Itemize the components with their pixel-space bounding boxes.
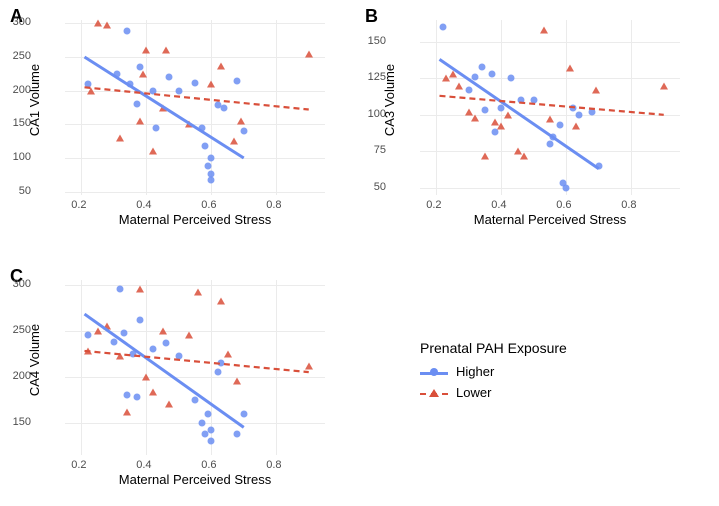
trend-higher xyxy=(85,57,244,158)
trend-higher xyxy=(440,59,599,168)
x-tick-label: 0.4 xyxy=(491,199,506,211)
plot-area-A: 0.20.40.60.850100150200250300 xyxy=(65,20,325,195)
x-tick-label: 0.8 xyxy=(266,459,281,471)
legend-swatch-lower xyxy=(420,386,448,400)
x-tick-label: 0.6 xyxy=(556,199,571,211)
trend-lower xyxy=(85,87,309,109)
y-tick-label: 50 xyxy=(5,185,31,197)
x-tick-label: 0.2 xyxy=(426,199,441,211)
trend-higher xyxy=(85,314,244,427)
panel-label-B: B xyxy=(365,6,378,27)
trend-lines xyxy=(420,20,680,195)
trend-lines xyxy=(65,20,325,195)
legend-swatch-higher xyxy=(420,365,448,379)
x-tick-label: 0.6 xyxy=(201,459,216,471)
x-tick-label: 0.2 xyxy=(71,459,86,471)
y-tick-label: 150 xyxy=(360,35,386,47)
trend-lower xyxy=(85,351,309,372)
trend-lower xyxy=(440,96,664,115)
x-axis-title-A: Maternal Perceived Stress xyxy=(65,212,325,227)
x-tick-label: 0.8 xyxy=(266,199,281,211)
figure: A 0.20.40.60.850100150200250300 CA1 Volu… xyxy=(0,0,719,506)
legend-label-higher: Higher xyxy=(456,364,494,379)
legend-item-higher: Higher xyxy=(420,364,567,379)
y-axis-title-A: CA1 Volume xyxy=(27,50,42,150)
y-axis-title-B: CA3 Volume xyxy=(382,50,397,150)
trend-lines xyxy=(65,280,325,455)
legend: Prenatal PAH Exposure Higher Lower xyxy=(420,340,567,406)
x-tick-label: 0.6 xyxy=(201,199,216,211)
x-axis-title-C: Maternal Perceived Stress xyxy=(65,472,325,487)
y-tick-label: 50 xyxy=(360,181,386,193)
y-tick-label: 300 xyxy=(5,278,31,290)
x-axis-title-B: Maternal Perceived Stress xyxy=(420,212,680,227)
x-tick-label: 0.8 xyxy=(621,199,636,211)
x-tick-label: 0.4 xyxy=(136,199,151,211)
y-axis-title-C: CA4 Volume xyxy=(27,310,42,410)
legend-title: Prenatal PAH Exposure xyxy=(420,340,567,356)
plot-area-C: 0.20.40.60.8150200250300 xyxy=(65,280,325,455)
x-tick-label: 0.4 xyxy=(136,459,151,471)
y-tick-label: 150 xyxy=(5,416,31,428)
y-tick-label: 100 xyxy=(5,151,31,163)
x-tick-label: 0.2 xyxy=(71,199,86,211)
y-tick-label: 300 xyxy=(5,16,31,28)
plot-area-B: 0.20.40.60.85075100125150 xyxy=(420,20,680,195)
legend-label-lower: Lower xyxy=(456,385,491,400)
legend-item-lower: Lower xyxy=(420,385,567,400)
